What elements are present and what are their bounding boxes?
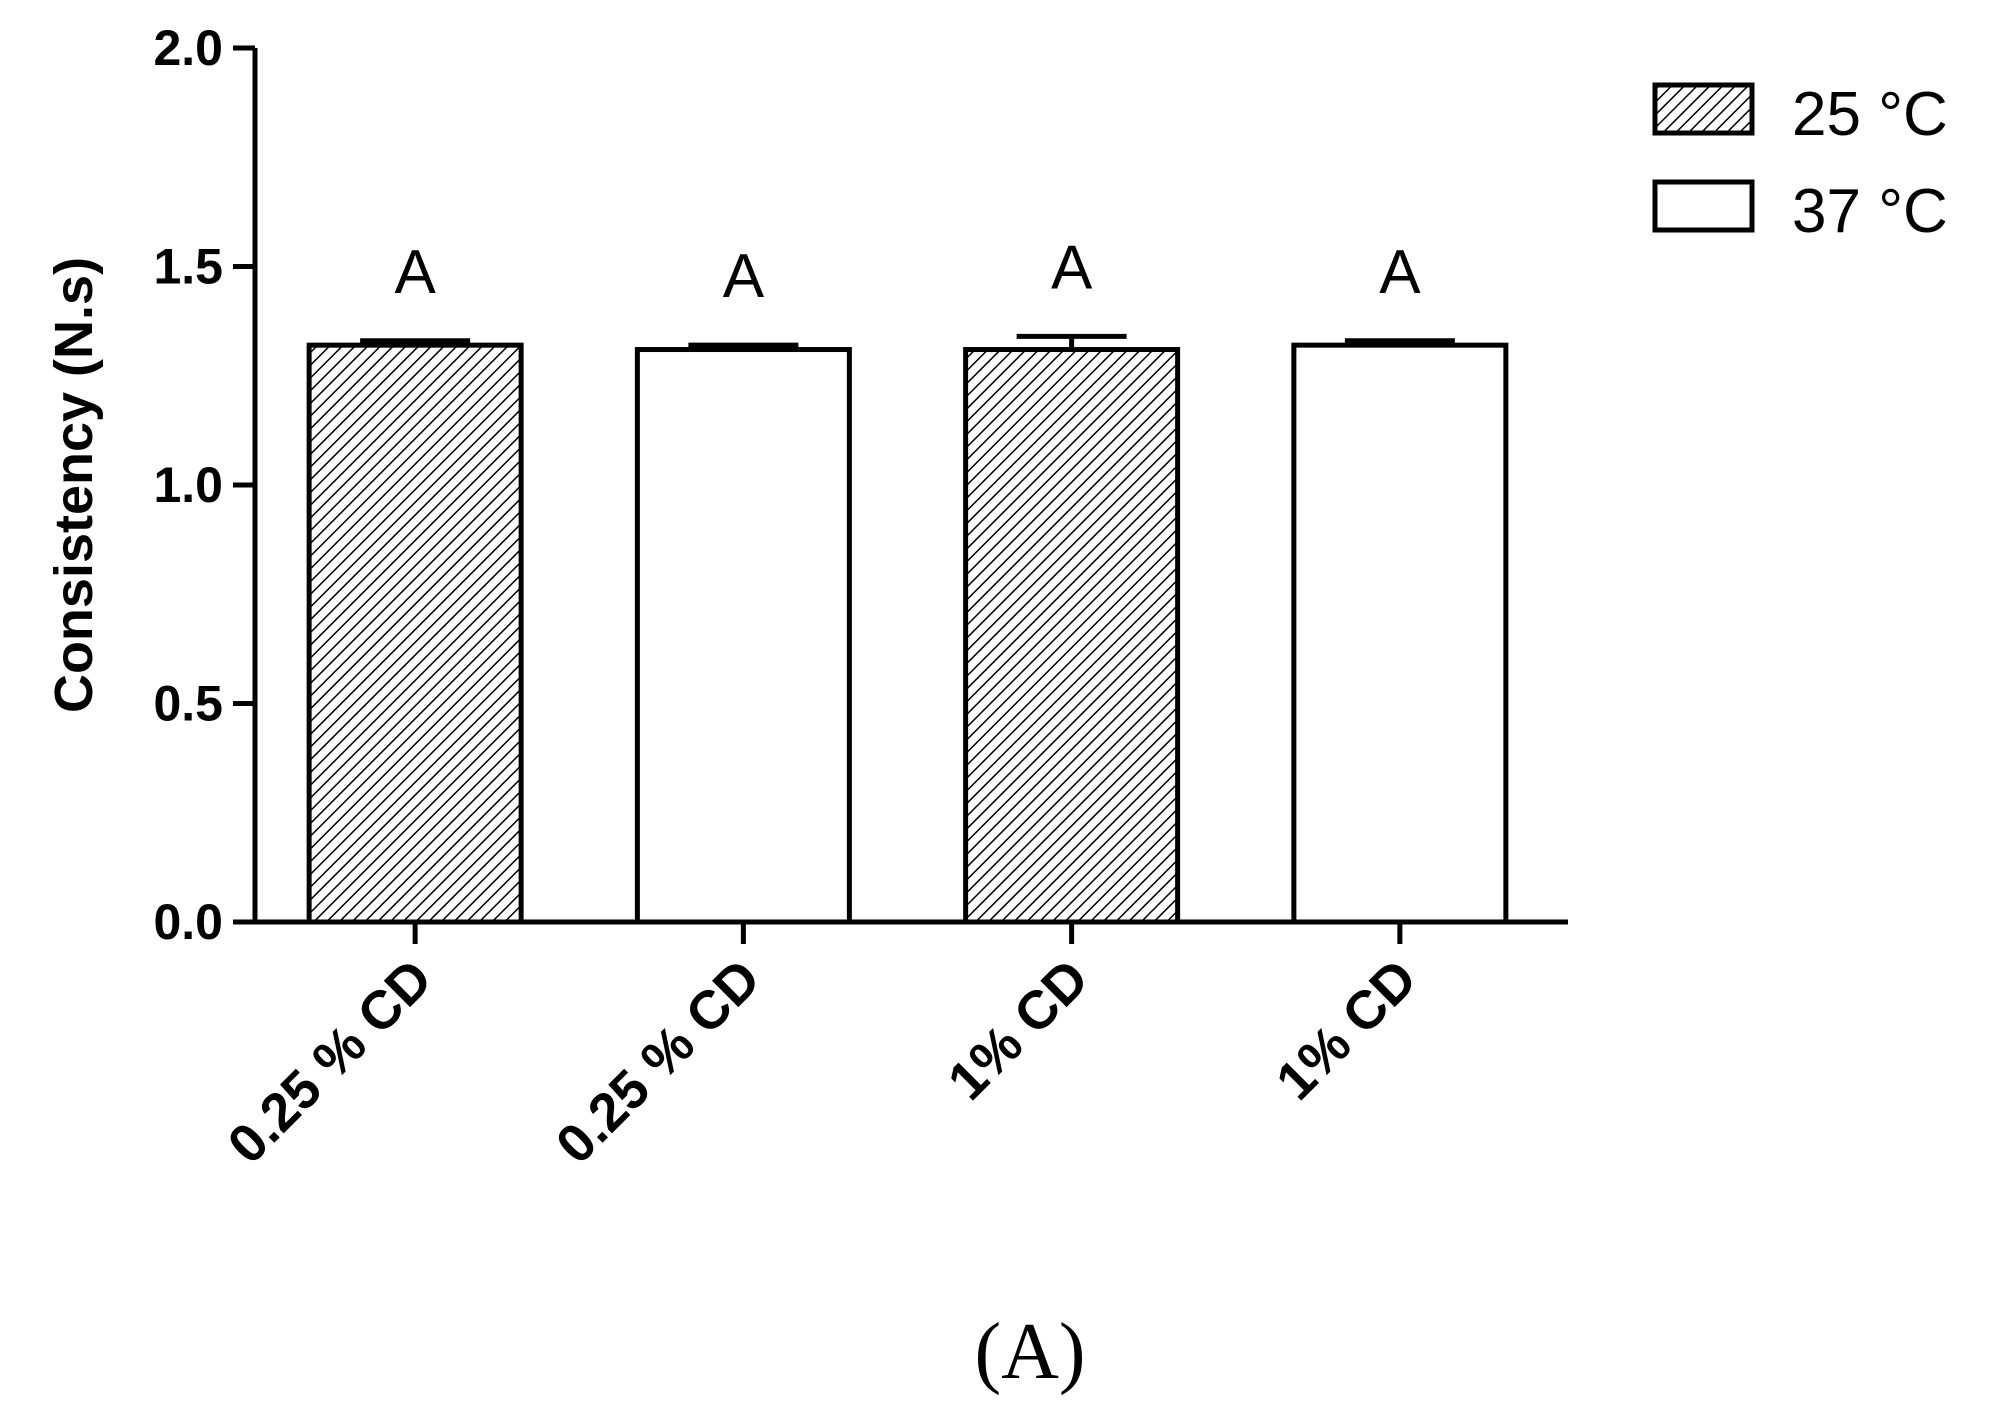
x-ticks [412, 922, 1403, 944]
bar [963, 347, 1181, 925]
y-axis-label: Consistency (N.s) [44, 257, 104, 713]
bar [634, 347, 852, 925]
category-labels: 0.25 % CD 0.25 % CD 1% CD 1% CD [217, 948, 1429, 1175]
legend-swatch-37c [1652, 179, 1755, 233]
panel-label: (A) [974, 1308, 1085, 1396]
significance-label: A [1379, 238, 1421, 307]
category-label: 1% CD [1265, 948, 1428, 1111]
category-label: 1% CD [937, 948, 1100, 1111]
legend-label-37c: 37 °C [1792, 177, 1948, 246]
legend-swatch-25c [1652, 82, 1755, 136]
y-tick-label: 1.0 [153, 457, 223, 513]
legend: 25 °C 37 °C [1652, 80, 1948, 246]
significance-label: A [723, 242, 765, 311]
significance-label: A [394, 238, 436, 307]
y-tick-label: 0.5 [153, 676, 223, 732]
significance-label: A [1051, 233, 1093, 302]
y-tick-label: 1.5 [153, 239, 223, 295]
y-tick-label: 0.0 [153, 894, 223, 950]
category-label: 0.25 % CD [545, 948, 772, 1175]
category-label: 0.25 % CD [217, 948, 444, 1175]
y-ticks: 0.0 0.5 1.0 1.5 2.0 [153, 20, 255, 950]
y-tick-label: 2.0 [153, 20, 223, 76]
legend-label-25c: 25 °C [1792, 80, 1948, 149]
bar [1291, 342, 1509, 925]
bar [306, 342, 524, 925]
